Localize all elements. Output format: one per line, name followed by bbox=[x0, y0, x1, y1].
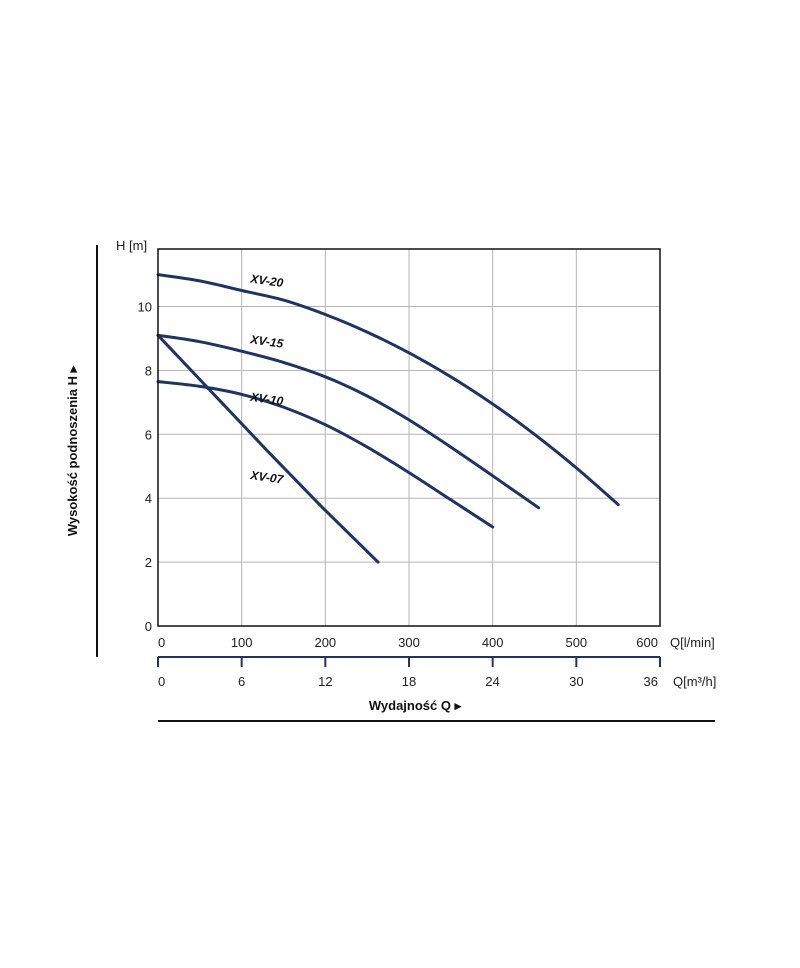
curve-label-xv-10: XV-10 bbox=[249, 390, 285, 409]
x2-tick-label: 30 bbox=[569, 674, 583, 689]
curve-label-xv-15: XV-15 bbox=[249, 332, 285, 351]
curve-label-xv-20: XV-20 bbox=[249, 272, 285, 291]
x1-tick-label: 200 bbox=[314, 635, 336, 650]
x1-tick-labels: 0 100 200 300 400 500 600 bbox=[158, 635, 658, 650]
x1-tick-label: 100 bbox=[231, 635, 253, 650]
x1-unit-label: Q[l/min] bbox=[670, 635, 715, 650]
x2-tick-label: 6 bbox=[238, 674, 245, 689]
y-axis-title: Wysokość podnoszenia H ▸ bbox=[65, 364, 80, 536]
x2-unit-label: Q[m³/h] bbox=[673, 674, 716, 689]
x1-tick-label: 400 bbox=[482, 635, 504, 650]
x1-tick-label: 600 bbox=[636, 635, 658, 650]
curve-label-xv-07: XV-07 bbox=[249, 468, 286, 487]
x2-tick-label: 36 bbox=[644, 674, 658, 689]
y-tick-label: 8 bbox=[145, 363, 152, 378]
y-tick-label: 4 bbox=[145, 491, 152, 506]
y-tick-labels: 0 2 4 6 8 10 bbox=[138, 300, 152, 634]
curve-labels: XV-20 XV-15 XV-10 XV-07 bbox=[249, 272, 286, 487]
x1-tick-label: 0 bbox=[158, 635, 165, 650]
series-line-xv-10 bbox=[156, 380, 495, 529]
y-tick-label: 6 bbox=[145, 427, 152, 442]
x2-axis: 0 6 12 18 24 30 36 bbox=[157, 656, 661, 689]
x2-tick-label: 0 bbox=[158, 674, 165, 689]
series-line-xv-20 bbox=[156, 273, 620, 507]
y-tick-label: 10 bbox=[138, 300, 152, 315]
x2-tick-label: 18 bbox=[402, 674, 416, 689]
series-line-xv-15 bbox=[156, 333, 541, 510]
y-tick-label: 2 bbox=[145, 555, 152, 570]
x1-tick-label: 500 bbox=[565, 635, 587, 650]
plot-frame bbox=[157, 248, 661, 627]
series-line-xv-07 bbox=[156, 333, 380, 564]
grid bbox=[158, 249, 660, 626]
y-unit-label: H [m] bbox=[116, 238, 147, 253]
y-tick-label: 0 bbox=[145, 619, 152, 634]
x2-tick-label: 12 bbox=[318, 674, 332, 689]
x1-tick-label: 300 bbox=[398, 635, 420, 650]
x2-tick-label: 24 bbox=[485, 674, 499, 689]
curves bbox=[156, 273, 620, 564]
x-axis-title: Wydajność Q ▸ bbox=[369, 698, 463, 713]
